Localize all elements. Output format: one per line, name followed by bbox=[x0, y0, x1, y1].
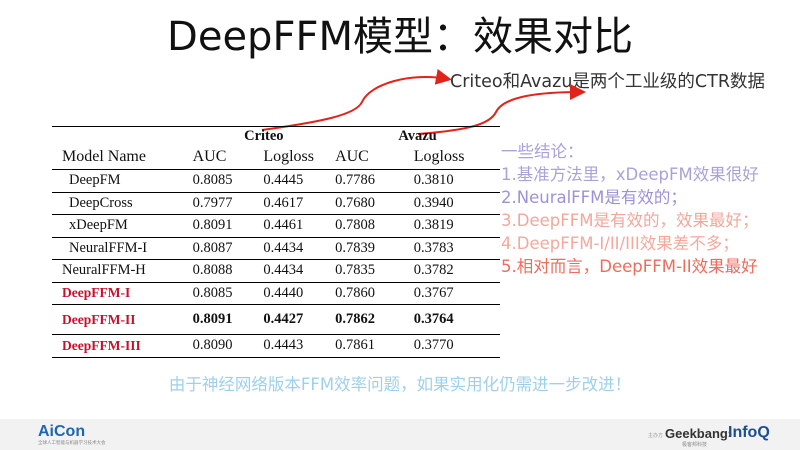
conclusion-item: 3.DeepFFM是有效的，效果最好； bbox=[501, 211, 759, 230]
table-row: DeepCross 0.7977 0.4617 0.7680 0.3940 bbox=[52, 192, 500, 215]
criteo-auc: 0.8085 bbox=[192, 282, 264, 305]
group-avazu: Avazu bbox=[335, 126, 500, 145]
criteo-logloss: 0.4617 bbox=[263, 192, 336, 215]
model-name: xDeepFM bbox=[52, 214, 193, 238]
dataset-note: Criteo和Avazu是两个工业级的CTR数据 bbox=[450, 72, 765, 92]
table-row: NeuralFFM-H 0.8088 0.4434 0.7835 0.3782 bbox=[52, 259, 500, 283]
page-title: DeepFFM模型：效果对比 bbox=[167, 14, 633, 60]
model-name: DeepCross bbox=[52, 192, 193, 215]
avazu-auc: 0.7680 bbox=[335, 192, 406, 215]
model-name: DeepFFM-II bbox=[52, 304, 193, 335]
model-name: DeepFFM-III bbox=[52, 334, 193, 358]
group-header-row: Criteo Avazu bbox=[52, 126, 500, 145]
model-name: DeepFM bbox=[52, 169, 193, 193]
criteo-auc: 0.8091 bbox=[192, 304, 264, 335]
geekbang-logo-subtitle: 极客邦科技 bbox=[682, 442, 708, 448]
avazu-auc: 0.7808 bbox=[335, 214, 406, 238]
results-table: Criteo Avazu Model Name AUC Logloss AUC … bbox=[52, 126, 500, 358]
criteo-auc: 0.8090 bbox=[192, 334, 264, 358]
group-criteo: Criteo bbox=[192, 126, 336, 145]
model-name: NeuralFFM-I bbox=[52, 237, 193, 260]
avazu-auc: 0.7861 bbox=[335, 334, 406, 358]
conclusions-list: 一些结论： 1.基准方法里，xDeepFM效果很好 2.NeuralFFM是有效… bbox=[501, 140, 759, 278]
table-row: DeepFM 0.8085 0.4445 0.7786 0.3810 bbox=[52, 169, 500, 193]
criteo-logloss: 0.4445 bbox=[263, 169, 336, 193]
col-criteo-auc: AUC bbox=[192, 145, 264, 170]
conclusion-item: 4.DeepFFM-I/II/III效果差不多； bbox=[501, 234, 739, 253]
avazu-auc: 0.7839 bbox=[335, 237, 406, 260]
conclusion-item: 1.基准方法里，xDeepFM效果很好 bbox=[501, 165, 759, 184]
criteo-logloss: 0.4434 bbox=[263, 259, 336, 283]
criteo-auc: 0.7977 bbox=[192, 192, 264, 215]
criteo-auc: 0.8088 bbox=[192, 259, 264, 283]
avazu-auc: 0.7786 bbox=[335, 169, 406, 193]
avazu-logloss: 0.3767 bbox=[405, 282, 500, 305]
criteo-logloss: 0.4434 bbox=[263, 237, 336, 260]
col-avazu-logloss: Logloss bbox=[405, 145, 500, 170]
criteo-auc: 0.8085 bbox=[192, 169, 264, 193]
aicon-logo: AiCon bbox=[38, 423, 86, 440]
table-row: DeepFFM-I 0.8085 0.4440 0.7860 0.3767 bbox=[52, 282, 500, 305]
footer-bar bbox=[0, 419, 800, 450]
criteo-logloss: 0.4443 bbox=[263, 334, 336, 358]
sponsor-label: 主办方 bbox=[648, 433, 664, 439]
avazu-auc: 0.7835 bbox=[335, 259, 406, 283]
avazu-logloss: 0.3940 bbox=[405, 192, 500, 215]
table-row: xDeepFM 0.8091 0.4461 0.7808 0.3819 bbox=[52, 214, 500, 238]
avazu-logloss: 0.3782 bbox=[405, 259, 500, 283]
col-avazu-auc: AUC bbox=[335, 145, 406, 170]
table-row: DeepFFM-III 0.8090 0.4443 0.7861 0.3770 bbox=[52, 334, 500, 358]
model-name: DeepFFM-I bbox=[52, 282, 193, 305]
geekbang-logo: Geekbang› bbox=[665, 426, 733, 441]
criteo-auc: 0.8087 bbox=[192, 237, 264, 260]
avazu-auc: 0.7862 bbox=[335, 304, 406, 335]
avazu-logloss: 0.3770 bbox=[405, 334, 500, 358]
column-header-row: Model Name AUC Logloss AUC Logloss bbox=[52, 145, 500, 170]
conclusion-item: 2.NeuralFFM是有效的； bbox=[501, 188, 687, 207]
criteo-logloss: 0.4440 bbox=[263, 282, 336, 305]
criteo-logloss: 0.4461 bbox=[263, 214, 336, 238]
col-model-name: Model Name bbox=[52, 145, 193, 170]
avazu-logloss: 0.3810 bbox=[405, 169, 500, 193]
conclusions-heading: 一些结论： bbox=[501, 142, 584, 161]
conclusion-item: 5.相对而言，DeepFFM-II效果最好 bbox=[501, 257, 758, 276]
col-criteo-logloss: Logloss bbox=[263, 145, 336, 170]
table-row: NeuralFFM-I 0.8087 0.4434 0.7839 0.3783 bbox=[52, 237, 500, 260]
avazu-auc: 0.7860 bbox=[335, 282, 406, 305]
bottom-note: 由于神经网络版本FFM效率问题，如果实用化仍需进一步改进！ bbox=[168, 375, 632, 394]
avazu-logloss: 0.3764 bbox=[405, 304, 500, 335]
table-row-best: DeepFFM-II 0.8091 0.4427 0.7862 0.3764 bbox=[52, 304, 500, 335]
criteo-logloss: 0.4427 bbox=[263, 304, 336, 335]
avazu-logloss: 0.3783 bbox=[405, 237, 500, 260]
aicon-logo-subtitle: 全球人工智能与机器学习技术大会 bbox=[38, 441, 106, 446]
avazu-logloss: 0.3819 bbox=[405, 214, 500, 238]
criteo-auc: 0.8091 bbox=[192, 214, 264, 238]
model-name: NeuralFFM-H bbox=[52, 259, 193, 283]
infoq-logo: InfoQ bbox=[728, 424, 770, 441]
arrow-criteo bbox=[261, 68, 452, 131]
